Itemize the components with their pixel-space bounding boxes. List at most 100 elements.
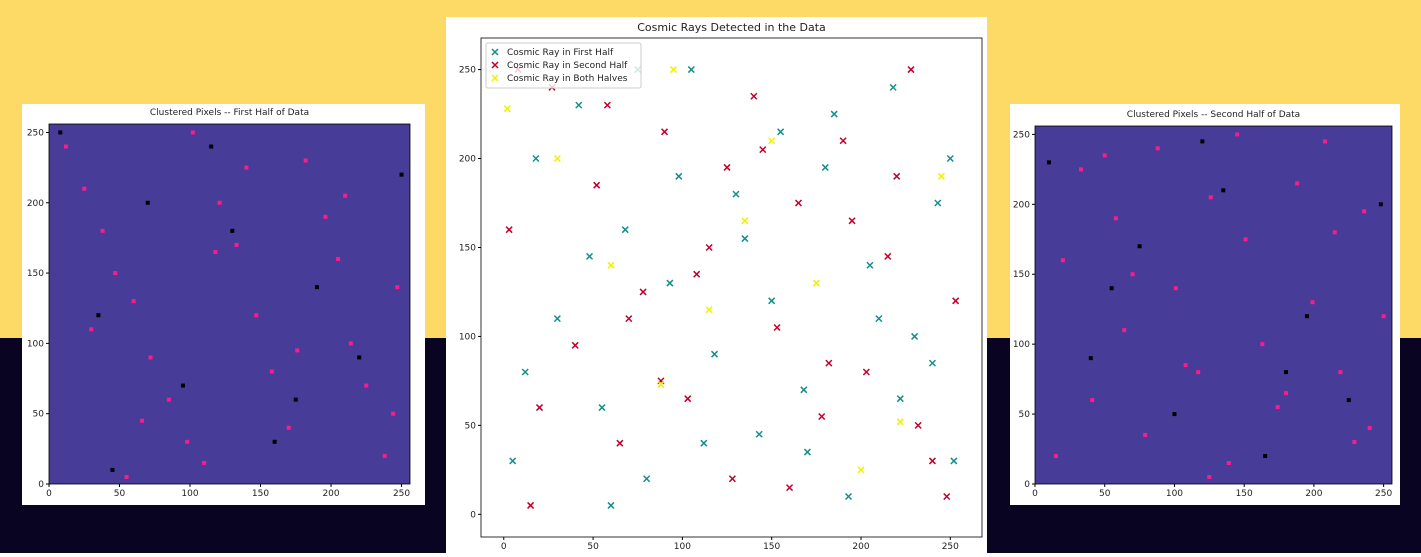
pixel	[1110, 286, 1114, 290]
pixel	[1196, 370, 1200, 374]
y-tick-label: 100	[27, 339, 44, 349]
x-tick-label: 150	[763, 542, 780, 552]
pixel	[1227, 461, 1231, 465]
pixel	[209, 145, 213, 149]
legend-label: Cosmic Ray in Both Halves	[507, 74, 628, 84]
x-tick-label: 200	[852, 542, 869, 552]
y-tick-label: 150	[459, 243, 476, 253]
y-tick-label: 250	[27, 128, 44, 138]
pixel	[273, 440, 277, 444]
pixel	[185, 440, 189, 444]
legend-label: Cosmic Ray in First Half	[507, 48, 614, 58]
pixel	[395, 285, 399, 289]
pixel	[149, 355, 153, 359]
pixel	[113, 271, 117, 275]
pixel	[213, 250, 217, 254]
pixel	[140, 419, 144, 423]
pixel	[364, 384, 368, 388]
pixel	[89, 327, 93, 331]
pixel	[254, 313, 258, 317]
pixel	[1379, 202, 1383, 206]
pixel	[244, 166, 248, 170]
pixel	[1263, 454, 1267, 458]
pixel	[1311, 300, 1315, 304]
y-tick-label: 50	[33, 410, 45, 420]
pixel	[391, 412, 395, 416]
plot-area	[1035, 126, 1392, 484]
x-tick-label: 250	[942, 542, 959, 552]
y-tick-label: 150	[1013, 270, 1030, 280]
pixel	[1207, 475, 1211, 479]
y-tick-label: 50	[1019, 410, 1031, 420]
pixel	[1284, 391, 1288, 395]
x-tick-label: 100	[674, 542, 691, 552]
x-tick-label: 50	[587, 542, 599, 552]
pixel	[1172, 412, 1176, 416]
pixel	[270, 370, 274, 374]
pixel	[1079, 167, 1083, 171]
y-tick-label: 0	[470, 510, 476, 520]
pixel	[1122, 328, 1126, 332]
pixel	[1047, 160, 1051, 164]
y-tick-label: 100	[459, 332, 476, 342]
pixel	[202, 461, 206, 465]
pixel	[230, 229, 234, 233]
pixel	[181, 384, 185, 388]
pixel	[1143, 433, 1147, 437]
pixel	[132, 299, 136, 303]
y-tick-label: 250	[459, 66, 476, 76]
pixel	[125, 475, 129, 479]
pixel	[349, 341, 353, 345]
pixel	[101, 229, 105, 233]
x-tick-label: 0	[46, 489, 52, 499]
pixel	[1276, 405, 1280, 409]
x-tick-label: 50	[1099, 489, 1111, 499]
chart-title: Cosmic Rays Detected in the Data	[637, 21, 826, 34]
pixel	[235, 243, 239, 247]
pixel	[383, 454, 387, 458]
pixel	[1131, 272, 1135, 276]
pixel	[1382, 314, 1386, 318]
pixel	[287, 426, 291, 430]
y-tick-label: 200	[27, 199, 44, 209]
pixel	[191, 130, 195, 134]
y-tick-label: 0	[38, 480, 44, 490]
pixel	[1103, 153, 1107, 157]
pixel	[1352, 440, 1356, 444]
pixel	[1114, 216, 1118, 220]
pixel	[1156, 146, 1160, 150]
y-tick-label: 250	[1013, 130, 1030, 140]
x-tick-label: 200	[322, 489, 339, 499]
pixel	[1362, 209, 1366, 213]
chart-title: Clustered Pixels -- First Half of Data	[150, 108, 309, 118]
x-tick-label: 150	[252, 489, 269, 499]
x-tick-label: 250	[1375, 489, 1392, 499]
pixel	[1054, 454, 1058, 458]
pixel	[96, 313, 100, 317]
pixel	[1244, 237, 1248, 241]
y-tick-label: 0	[1024, 480, 1030, 490]
pixel	[64, 145, 68, 149]
pixel	[1305, 314, 1309, 318]
plot-area	[481, 38, 982, 537]
pixel	[315, 285, 319, 289]
pixel	[146, 201, 150, 205]
pixel	[1089, 356, 1093, 360]
x-tick-label: 100	[1166, 489, 1183, 499]
pixel	[357, 355, 361, 359]
pixel	[1200, 139, 1204, 143]
pixel	[1368, 426, 1372, 430]
chart-title: Clustered Pixels -- Second Half of Data	[1127, 110, 1300, 120]
y-tick-label: 50	[465, 421, 477, 431]
x-tick-label: 0	[1032, 489, 1038, 499]
pixel	[336, 257, 340, 261]
x-tick-label: 0	[501, 542, 507, 552]
pixel	[1174, 286, 1178, 290]
pixel	[1138, 244, 1142, 248]
pixel	[218, 201, 222, 205]
legend-label: Cosmic Ray in Second Half	[507, 61, 628, 71]
x-tick-label: 200	[1305, 489, 1322, 499]
plot-area	[49, 124, 410, 484]
x-tick-label: 250	[393, 489, 410, 499]
pixel	[294, 398, 298, 402]
